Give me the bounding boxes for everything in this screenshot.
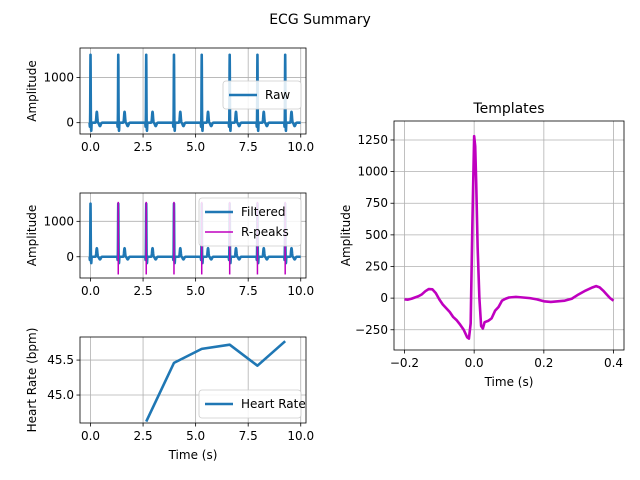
plot-area-raw <box>88 53 302 133</box>
x-tick-label: 0.0 <box>81 140 100 154</box>
legend-label: Raw <box>265 88 290 102</box>
x-tick-label: −0.2 <box>390 356 419 370</box>
y-tick-label: 1000 <box>43 70 74 84</box>
x-axis-label: Time (s) <box>168 448 218 462</box>
axes-title: Templates <box>472 101 544 117</box>
x-tick-label: 5.0 <box>186 429 205 443</box>
x-tick-label: 7.5 <box>239 429 258 443</box>
series-line-raw <box>88 53 302 133</box>
axes-frame <box>393 120 625 351</box>
y-tick-label: −250 <box>355 323 388 337</box>
x-tick-label: 2.5 <box>134 284 153 298</box>
series-line-filtered <box>88 202 302 265</box>
x-tick-label: 5.0 <box>186 284 205 298</box>
axes-frame <box>79 336 307 424</box>
legend-label: Heart Rate <box>241 397 306 411</box>
legend-box <box>222 80 302 110</box>
y-tick-label: 0 <box>66 250 74 264</box>
y-tick-label: 1000 <box>43 214 74 228</box>
plot-area-heart-rate <box>145 340 287 423</box>
series-line-template <box>404 134 615 340</box>
y-tick-label: 1000 <box>357 165 388 179</box>
y-tick-label: 750 <box>365 196 388 210</box>
x-tick-label: 0.4 <box>604 356 623 370</box>
figure-title: ECG Summary <box>269 12 371 28</box>
y-axis-label: Amplitude <box>25 60 39 122</box>
y-tick-label: 0 <box>66 116 74 130</box>
x-tick-label: 7.5 <box>239 284 258 298</box>
y-tick-label: 1250 <box>357 133 388 147</box>
x-tick-label: 10.0 <box>287 140 314 154</box>
y-tick-label: 500 <box>365 228 388 242</box>
y-tick-label: 45.0 <box>47 388 74 402</box>
x-axis-label: Time (s) <box>484 375 534 389</box>
y-axis-label: Heart Rate (bpm) <box>25 328 39 433</box>
y-tick-label: 250 <box>365 259 388 273</box>
y-axis-label: Amplitude <box>25 205 39 267</box>
x-tick-label: 0.0 <box>465 356 484 370</box>
y-tick-label: 45.5 <box>47 353 74 367</box>
axes-frame <box>79 192 307 279</box>
x-tick-label: 0.0 <box>81 284 100 298</box>
x-tick-label: 10.0 <box>287 429 314 443</box>
plot-area-templates <box>404 134 615 340</box>
y-tick-label: 0 <box>380 291 388 305</box>
x-tick-label: 10.0 <box>287 284 314 298</box>
chart-templates: −0.2 0.0 0.2 0.4 −250 0 250 500 750 1000 1250 Templ… <box>339 101 625 389</box>
legend-label: Filtered <box>241 205 285 219</box>
x-tick-label: 2.5 <box>134 140 153 154</box>
legend-box <box>198 389 302 419</box>
series-line-heart-rate <box>145 340 287 423</box>
legend-label: R-peaks <box>241 225 289 239</box>
legend: Heart Rate <box>198 389 306 419</box>
x-tick-label: 5.0 <box>186 140 205 154</box>
y-axis-label: Amplitude <box>339 205 353 267</box>
x-tick-label: 7.5 <box>239 140 258 154</box>
chart-raw: 0.0 2.5 5.0 7.5 10.0 0 1000 Amplitude Raw <box>25 47 314 154</box>
chart-heart-rate: 0.0 2.5 5.0 7.5 10.0 45.0 45.5 Time (s) Heart Ra… <box>25 328 314 462</box>
x-tick-label: 0.0 <box>81 429 100 443</box>
legend: Filtered R-peaks <box>198 197 302 247</box>
legend-box <box>198 197 302 247</box>
axes-frame <box>79 47 307 135</box>
x-tick-label: 0.2 <box>534 356 553 370</box>
legend: Raw <box>222 80 302 110</box>
x-tick-label: 2.5 <box>134 429 153 443</box>
chart-filtered: 0.0 2.5 5.0 7.5 10.0 0 1000 Amplitude Filtered R-… <box>25 192 314 298</box>
